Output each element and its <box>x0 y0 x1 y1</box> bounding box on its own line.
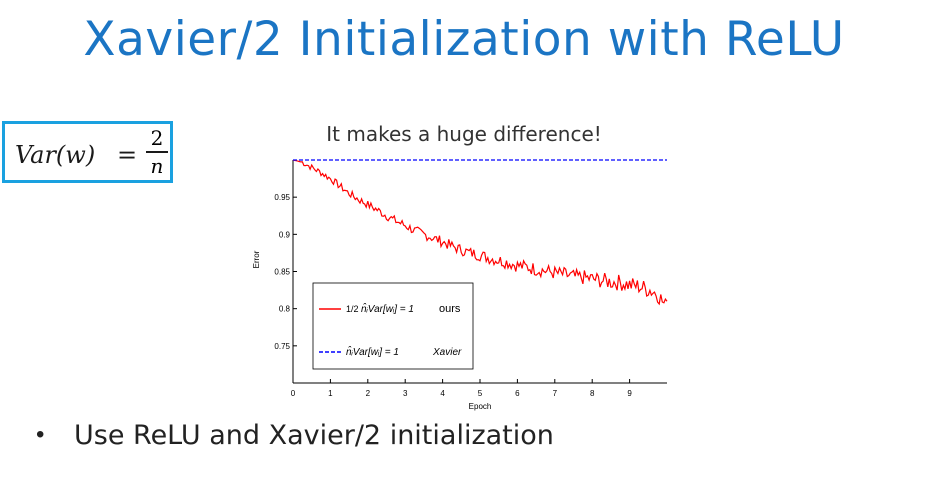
formula-numerator: 2 <box>150 126 164 150</box>
chart-title: It makes a huge difference! <box>326 122 602 146</box>
y-tick-label: 0.9 <box>279 230 291 239</box>
y-tick-label: 0.8 <box>279 305 291 314</box>
y-axis-label: Error <box>252 250 261 268</box>
fraction-bar <box>146 151 168 153</box>
x-tick-label: 3 <box>403 389 408 398</box>
formula-equals: = <box>117 141 138 169</box>
legend-xavier-label: n̂ᵢVar[wᵢ] = 1 <box>346 344 399 358</box>
formula-box: Var(w) = 2 n <box>2 121 173 183</box>
bullet-dot: • <box>36 421 45 448</box>
y-tick-label: 0.95 <box>274 193 290 202</box>
x-tick-label: 8 <box>590 389 595 398</box>
x-tick-label: 6 <box>515 389 520 398</box>
x-axis-label: Epoch <box>469 402 492 411</box>
error-vs-epoch-chart: 0 1 2 3 4 5 6 7 8 9 0.75 0.8 0.85 0.9 0.95 Epoch Error 1/… <box>252 159 668 411</box>
x-tick-label: 1 <box>328 389 333 398</box>
y-tick-label: 0.85 <box>274 268 290 277</box>
formula-fraction: 2 n <box>146 126 168 178</box>
x-tick-label: 4 <box>440 389 445 398</box>
legend-xavier-tag: Xavier <box>432 347 462 358</box>
slide-title: Xavier/2 Initialization with ReLU <box>83 12 845 67</box>
formula-denominator: n <box>150 154 164 178</box>
x-tick-label: 0 <box>291 389 296 398</box>
legend-ours-tag: ours <box>439 303 461 315</box>
formula-lhs: Var(w) <box>15 141 96 169</box>
legend-box <box>312 282 474 370</box>
x-tick-label: 2 <box>366 389 371 398</box>
x-tick-label: 9 <box>627 389 632 398</box>
x-tick-label: 5 <box>478 389 483 398</box>
y-tick-label: 0.75 <box>274 342 290 351</box>
x-tick-label: 7 <box>553 389 558 398</box>
bullet-text: Use ReLU and Xavier/2 initialization <box>74 420 554 451</box>
ours-series-line <box>292 159 668 306</box>
legend-ours-label: n̂ᵢVar[wᵢ] = 1 <box>361 301 414 315</box>
legend-ours-fraction: 1/2 <box>346 304 359 314</box>
